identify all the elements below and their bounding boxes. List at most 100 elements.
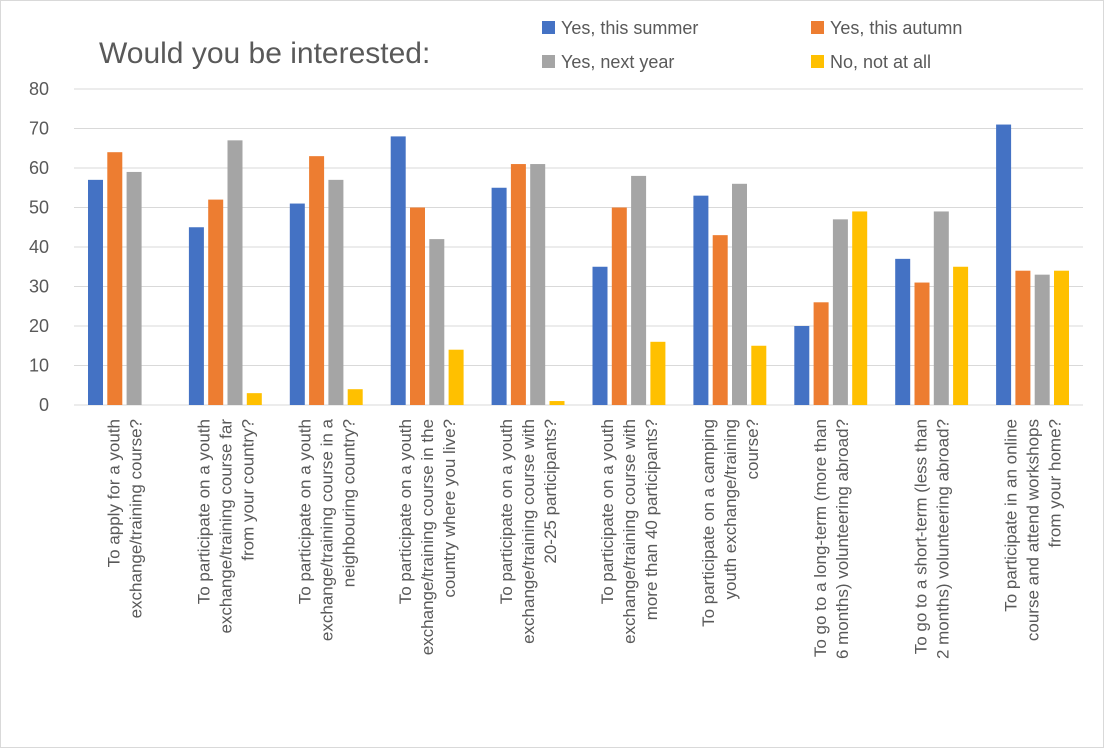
bar — [732, 183, 747, 405]
category-label: To go to a short-term (less than 2 months… — [912, 419, 953, 659]
y-tick-label: 10 — [29, 356, 49, 376]
legend-label: Yes, next year — [561, 52, 674, 72]
bar — [693, 195, 709, 405]
bar — [309, 156, 325, 405]
bar — [996, 124, 1012, 406]
y-tick-label: 60 — [29, 158, 49, 178]
category-label-line: To participate on a youth — [194, 419, 213, 604]
category-label: To participate on a youth exchange/traini… — [396, 419, 459, 655]
category-label-line: from your country? — [238, 419, 257, 561]
bar — [712, 235, 728, 405]
bar — [429, 239, 445, 405]
bar — [510, 164, 526, 405]
category-label-line: more than 40 participants? — [642, 419, 661, 620]
category-label-line: youth exchange/training — [721, 419, 740, 600]
category-label: To participate on a youth exchange/traini… — [598, 419, 661, 644]
bar — [933, 211, 949, 405]
category-label: To participate on a youth exchange/traini… — [497, 419, 560, 644]
chart-title: Would you be interested: — [99, 37, 430, 70]
category-label-line: neighbouring country? — [339, 419, 358, 587]
bar — [347, 389, 363, 405]
category-label-line: exchange/training course with — [620, 419, 639, 644]
bar — [208, 199, 224, 405]
category-label-line: country where you live? — [440, 419, 459, 598]
y-axis-ticks: 0 10 20 30 40 50 60 70 80 — [29, 79, 49, 415]
bar — [852, 211, 868, 405]
y-tick-label: 50 — [29, 198, 49, 218]
category-label-line: To participate on a youth — [497, 419, 516, 604]
bar — [1034, 274, 1050, 405]
bar — [611, 207, 627, 405]
legend: Yes, this summer Yes, this autumn Yes, nex… — [542, 18, 962, 72]
category-label: To go to a long-term (more than 6 months)… — [811, 419, 852, 659]
bar — [914, 282, 930, 405]
gridlines — [74, 88, 1083, 406]
category-label-line: from your home? — [1046, 419, 1065, 548]
category-label: To participate on a youth exchange/traini… — [295, 418, 358, 641]
y-tick-label: 0 — [39, 395, 49, 415]
category-label-line: To participate on a camping — [699, 419, 718, 627]
category-label-line: 2 months) volunteering abroad? — [934, 419, 953, 659]
bar — [107, 152, 123, 405]
bar — [794, 326, 810, 405]
bar — [491, 187, 507, 405]
y-tick-label: 40 — [29, 237, 49, 257]
bar — [813, 302, 829, 405]
category-label-line: exchange/training course in the — [418, 419, 437, 655]
legend-swatch — [542, 55, 555, 68]
legend-swatch — [811, 55, 824, 68]
category-label: To participate on a camping youth exchang… — [699, 419, 762, 627]
bar — [832, 219, 848, 405]
bar — [751, 345, 767, 405]
category-label-line: To go to a long-term (more than — [811, 419, 830, 657]
category-label-line: course? — [743, 419, 762, 479]
y-tick-label: 30 — [29, 277, 49, 297]
legend-swatch — [811, 21, 824, 34]
bar — [530, 164, 546, 405]
bar — [549, 401, 565, 405]
y-tick-label: 80 — [29, 79, 49, 99]
bar — [895, 258, 911, 405]
bar — [246, 393, 262, 405]
category-label: To participate on a youth exchange/traini… — [194, 419, 257, 634]
category-label-line: To apply for a youth — [104, 419, 123, 567]
bar — [650, 341, 666, 405]
category-label-line: To participate on a youth — [598, 419, 617, 604]
legend-label: Yes, this autumn — [830, 18, 962, 38]
legend-swatch — [542, 21, 555, 34]
category-label-line: 6 months) volunteering abroad? — [833, 419, 852, 659]
legend-label: Yes, this summer — [561, 18, 698, 38]
bar — [328, 179, 344, 405]
bar — [410, 207, 425, 405]
bar — [88, 179, 103, 405]
category-labels: To apply for a youth exchange/training co… — [104, 418, 1064, 659]
y-tick-label: 70 — [29, 119, 49, 139]
bar — [188, 227, 204, 405]
bar — [448, 349, 464, 405]
bar — [1054, 270, 1069, 405]
legend-label: No, not at all — [830, 52, 931, 72]
category-label-line: 20-25 participants? — [541, 419, 560, 564]
bar — [289, 203, 305, 405]
bar — [390, 136, 406, 405]
bar — [592, 266, 608, 405]
category-label-line: course and attend workshops — [1024, 419, 1043, 641]
category-label: To apply for a youth exchange/training co… — [104, 419, 145, 618]
category-label: To participate in an online course and at… — [1002, 419, 1065, 641]
bars — [88, 124, 1069, 406]
bar — [1015, 270, 1031, 405]
category-label-line: To participate on a youth — [396, 419, 415, 604]
category-label-line: To participate on a youth — [295, 419, 314, 604]
bar — [631, 175, 647, 405]
category-label-line: exchange/training course with — [519, 419, 538, 644]
category-label-line: exchange/training course far — [216, 419, 235, 634]
category-label-line: To go to a short-term (less than — [912, 419, 931, 654]
bar — [126, 171, 142, 405]
y-tick-label: 20 — [29, 316, 49, 336]
bar — [227, 140, 243, 405]
category-label-line: exchange/training course? — [126, 419, 145, 618]
category-label-line: exchange/training course in a — [317, 418, 336, 641]
bar — [953, 266, 969, 405]
